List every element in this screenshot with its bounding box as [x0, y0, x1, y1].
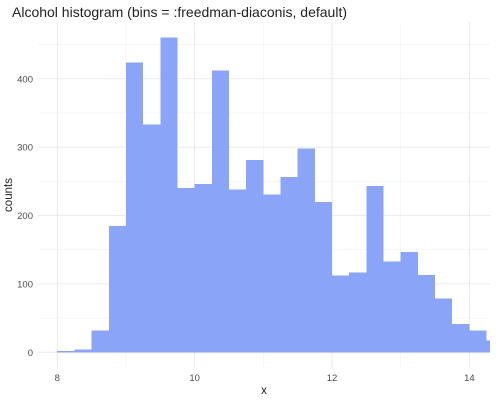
y-tick-label: 0 — [28, 348, 33, 359]
y-tick-label: 100 — [17, 279, 33, 290]
histogram-bar — [401, 252, 418, 353]
histogram-bar — [212, 71, 229, 353]
histogram-bars — [57, 38, 490, 353]
histogram-bar — [384, 261, 401, 352]
x-axis-ticks: 8 10 12 14 — [55, 373, 475, 384]
histogram-bar — [452, 324, 469, 352]
histogram-bar — [246, 160, 263, 352]
histogram-bar — [160, 38, 177, 353]
x-tick-label: 14 — [464, 373, 475, 384]
histogram-bar — [263, 194, 280, 352]
histogram-bar — [195, 184, 212, 352]
histogram-bar — [229, 190, 246, 353]
histogram-bar — [177, 188, 194, 352]
histogram-bar — [469, 330, 486, 352]
y-tick-label: 300 — [17, 143, 33, 154]
y-axis-title: counts — [3, 178, 15, 212]
y-axis-ticks: 0 100 200 300 400 — [17, 74, 33, 359]
histogram-bar — [57, 351, 74, 352]
histogram-bar — [315, 202, 332, 352]
histogram-bar — [143, 125, 160, 353]
histogram-bar — [332, 276, 349, 353]
histogram-bar — [435, 298, 452, 352]
x-axis-title: x — [261, 385, 267, 397]
y-tick-label: 400 — [17, 74, 33, 85]
x-tick-label: 10 — [189, 373, 200, 384]
y-tick-label: 200 — [17, 211, 33, 222]
histogram-bar — [366, 186, 383, 352]
x-tick-label: 12 — [327, 373, 338, 384]
histogram-bar — [74, 350, 91, 353]
histogram-bar — [487, 341, 490, 353]
histogram-bar — [92, 330, 109, 352]
histogram-bar — [126, 62, 143, 352]
histogram-bar — [418, 275, 435, 352]
histogram-bar — [349, 272, 366, 352]
histogram-bar — [280, 177, 297, 352]
x-tick-label: 8 — [55, 373, 60, 384]
histogram-bar — [109, 226, 126, 353]
histogram-bar — [298, 149, 315, 353]
